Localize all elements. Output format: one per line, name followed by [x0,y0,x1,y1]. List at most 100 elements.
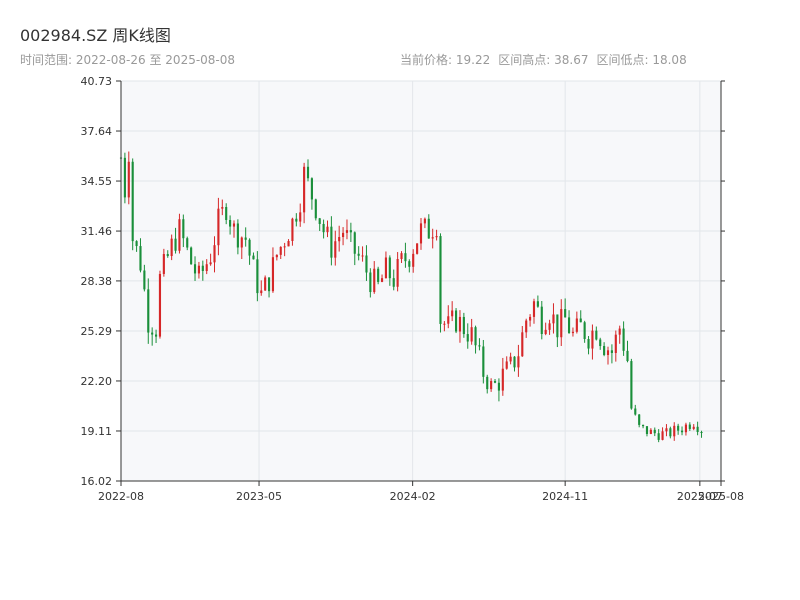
candle-body [525,320,528,333]
candle-body [610,350,613,353]
candle-body [427,218,430,239]
candle-body [256,259,259,294]
candle-body [634,408,637,415]
candle-body [478,345,481,347]
candle-body [205,264,208,272]
candle-body [665,428,668,432]
candle-body [252,255,255,260]
candle-body [416,243,419,254]
x-tick-label: 2024-11 [542,490,588,503]
candle-body [287,241,290,247]
candle-body [166,254,169,257]
time-range: 时间范围: 2022-08-26 至 2025-08-08 [20,51,235,68]
candle-body [326,226,329,233]
candle-body [688,424,691,429]
candle-body [151,332,154,335]
candle-body [209,262,212,265]
candle-body [474,327,477,346]
y-tick-label: 37.64 [81,125,113,138]
candle-body [435,236,438,238]
time-range-label: 时间范围: [20,53,73,67]
candle-body [330,226,333,258]
y-tick-label: 16.02 [81,475,113,488]
candle-body [595,330,598,340]
candle-body [606,350,610,356]
x-tick-label: 2025-08 [698,490,744,503]
y-tick-label: 28.38 [81,275,113,288]
candle-body [509,356,512,362]
candle-body [322,223,325,233]
y-tick-label: 22.20 [81,375,113,388]
candle-body [267,277,271,292]
candle-body [170,238,173,257]
candle-body [388,257,391,279]
candle-body [147,289,150,333]
candle-body [700,431,703,433]
candle-body [454,310,458,332]
candle-body [392,278,395,287]
axes: 16.02 19.11 22.20 25.29 28.38 31.46 34.55 37.64… [81,75,744,503]
candle-body [158,273,162,337]
candle-body [419,223,423,244]
x-tick-label: 2024-02 [390,490,436,503]
candle-body [279,246,282,255]
candle-body [377,268,380,282]
candle-body [462,316,465,335]
candle-body [501,368,504,391]
candle-body [490,381,493,390]
candle-body [338,237,341,242]
candle-body [190,247,193,265]
candle-body [482,346,485,377]
candle-body [513,356,516,368]
candle-body [544,329,547,335]
y-tick-label: 25.29 [81,325,113,338]
candle-body [396,259,399,287]
candle-body [447,316,450,324]
x-tick-label: 2023-05 [236,490,282,503]
candle-body [630,361,633,409]
candle-body [532,301,536,317]
candle-body [244,237,247,240]
candle-body [213,245,216,263]
candle-body [400,253,403,260]
candle-body [264,277,267,291]
candle-body [353,232,356,254]
y-tick-label: 34.55 [81,175,113,188]
candle-body [127,161,130,198]
candle-body [673,425,676,437]
candle-body [548,323,551,330]
candle-body [334,241,337,258]
current-price-label: 当前价格: [400,53,453,67]
range-low-label: 区间低点: [596,53,649,67]
x-tick-label: 2025-07 [677,490,723,503]
candle-body [521,332,524,357]
candle-body [291,218,294,242]
candle-body [314,199,317,219]
candle-body [696,426,699,432]
candle-body [466,334,469,342]
candle-body [626,350,629,362]
y-tick-label: 40.73 [81,75,113,88]
time-range-end: 2025-08-08 [165,53,236,67]
candle-body [221,207,224,209]
candle-body [642,424,645,427]
candle-body [154,334,158,337]
candle-body [470,327,473,342]
candle-body [684,424,688,433]
candle-body [349,230,352,233]
candle-body [618,328,621,335]
candle-body [603,346,606,356]
x-tick-label: 2022-08 [98,490,144,503]
candle-body [131,161,134,242]
candle-body [139,246,142,271]
range-high-value: 38.67 [554,53,589,67]
candle-body [178,219,181,251]
candle-body [162,254,165,274]
range-high-label: 区间高点: [498,53,551,67]
candle-body [123,157,126,198]
candle-body [599,339,602,347]
candle-body [299,212,302,222]
candle-body [193,264,197,274]
price-summary: 当前价格: 19.22 区间高点: 38.67 区间低点: 18.08 [400,51,687,68]
